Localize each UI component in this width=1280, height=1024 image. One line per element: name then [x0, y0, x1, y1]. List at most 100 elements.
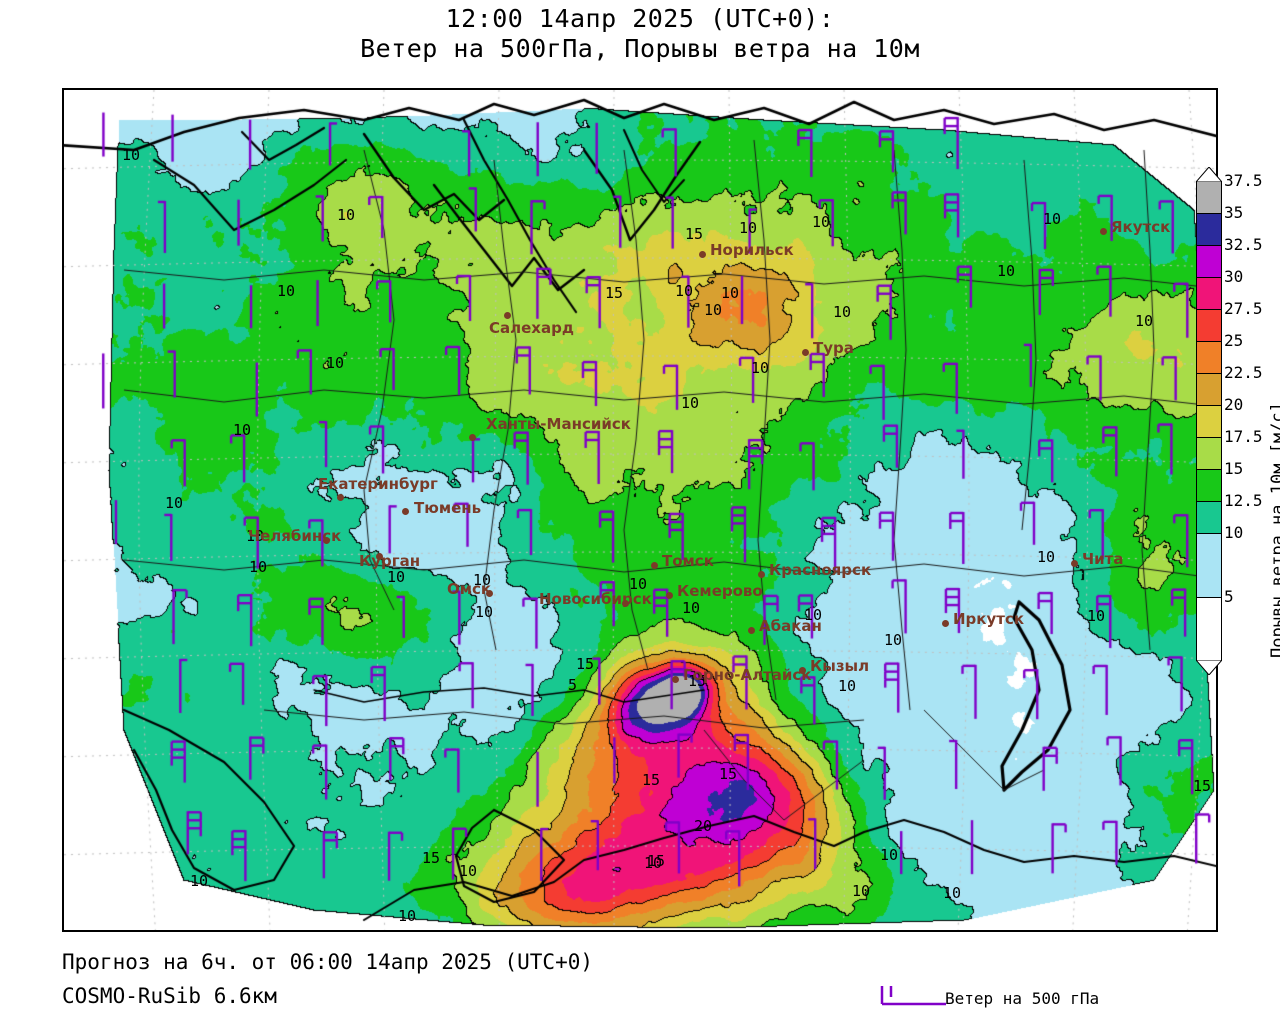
colorbar-band-10-12.5: [1196, 501, 1222, 533]
city-marker-dot: [622, 600, 629, 607]
contour-label: 10: [246, 527, 265, 545]
city-label: Челябинск: [248, 527, 342, 545]
map-frame[interactable]: 10 10 10 15 15 10 10 10 10 10 10 10 10 10 10 10 10 10 10 10…: [62, 88, 1218, 932]
contour-label: 10: [833, 303, 852, 321]
contour-label: 10: [675, 282, 694, 300]
city-marker-dot: [699, 251, 706, 258]
contour-label: 15: [642, 771, 661, 789]
contour-label: 10: [277, 282, 296, 300]
colorbar-tick-32.5: 32.5: [1224, 235, 1263, 254]
city-marker-dot: [504, 312, 511, 319]
city-label: Абакан: [759, 617, 822, 635]
colorbar-over-arrow: [1196, 167, 1222, 182]
city-label: Салехард: [489, 319, 574, 337]
contour-label: 10: [190, 872, 209, 890]
contour-label: 15: [719, 765, 738, 783]
contour-label: 15: [685, 225, 704, 243]
contour-label: 10: [1037, 548, 1056, 566]
city-marker-dot: [323, 537, 330, 544]
contour-label: 10: [681, 394, 700, 412]
city-marker-dot: [402, 508, 409, 515]
colorbar-band-25-27.5: [1196, 309, 1222, 341]
contour-label: 10: [398, 907, 417, 925]
contour-label: 10: [165, 494, 184, 512]
city-label: Кызыл: [810, 657, 870, 675]
colorbar-tick-30: 30: [1224, 267, 1244, 286]
colorbar-band-12.5-15: [1196, 469, 1222, 501]
contour-label: 10: [1087, 607, 1106, 625]
city-label: Иркутск: [953, 610, 1025, 628]
colorbar-tick-37.5: 37.5: [1224, 171, 1263, 190]
city-label: Кемерово: [677, 582, 763, 600]
contour-label: 10: [326, 354, 345, 372]
colorbar-tick-12.5: 12.5: [1224, 491, 1263, 510]
contour-label: 10: [337, 206, 356, 224]
weather-map-canvas[interactable]: [64, 90, 1216, 930]
city-marker-dot: [802, 349, 809, 356]
contour-label: 15: [576, 655, 595, 673]
contour-label: 10: [473, 571, 492, 589]
contour-label: 10: [682, 599, 701, 617]
colorbar: [1196, 181, 1222, 661]
city-label: Ханты-Мансийск: [486, 415, 631, 433]
colorbar-band-30-32.5: [1196, 245, 1222, 277]
city-marker-dot: [1100, 228, 1107, 235]
colorbar-band-35-37.5: [1196, 181, 1222, 213]
contour-label: 10: [804, 606, 823, 624]
contour-label: 10: [997, 262, 1016, 280]
contour-label: 10: [122, 146, 141, 164]
colorbar-tick-35: 35: [1224, 203, 1244, 222]
contour-label: 10: [884, 631, 903, 649]
colorbar-tick-25: 25: [1224, 331, 1244, 350]
contour-label: 10: [812, 213, 831, 231]
city-label: Норильск: [710, 241, 794, 259]
contour-label: 10: [1135, 312, 1154, 330]
city-marker-dot: [942, 620, 949, 627]
city-label: Якутск: [1111, 218, 1171, 236]
contour-label: 10: [704, 301, 723, 319]
city-marker-dot: [376, 553, 383, 560]
colorbar-band-15-17.5: [1196, 437, 1222, 469]
city-label: Новосибирск: [539, 590, 652, 608]
contour-label: 10: [751, 359, 770, 377]
contour-label: 15: [688, 672, 707, 690]
city-label: Красноярск: [769, 561, 872, 579]
footer-model-name: COSMO-RuSib 6.6км: [62, 984, 277, 1008]
colorbar-tick-15: 15: [1224, 459, 1244, 478]
contour-label: 10: [249, 558, 268, 576]
contour-label: 15: [1193, 777, 1212, 795]
contour-label: 10: [880, 846, 899, 864]
colorbar-band-27.5-30: [1196, 277, 1222, 309]
title-block: 12:00 14апр 2025 (UTC+0): Ветер на 500гП…: [0, 4, 1280, 64]
city-marker-dot: [758, 571, 765, 578]
colorbar-band-5-10: [1196, 533, 1222, 597]
city-label: Чита: [1082, 550, 1124, 568]
city-label: Горно-Алтайск: [683, 666, 812, 684]
contour-label: 10: [459, 862, 478, 880]
contour-label: 10: [852, 882, 871, 900]
city-marker-dot: [799, 667, 806, 674]
wind-barb-legend-icon: [880, 986, 946, 1006]
contour-label: 10: [1043, 210, 1062, 228]
city-label: Екатеринбург: [318, 475, 438, 493]
colorbar-band-22.5-25: [1196, 341, 1222, 373]
city-marker-dot: [666, 592, 673, 599]
colorbar-band-32.5-35: [1196, 213, 1222, 245]
contour-label: 10: [644, 854, 663, 872]
colorbar-tick-20: 20: [1224, 395, 1244, 414]
colorbar-tick-22.5: 22.5: [1224, 363, 1263, 382]
contour-label: 20: [694, 817, 713, 835]
wind-barb-legend-label: Ветер на 500 гПа: [945, 989, 1100, 1008]
footer-forecast-info: Прогноз на 6ч. от 06:00 14апр 2025 (UTC+…: [62, 950, 594, 974]
colorbar-tick-5: 5: [1224, 587, 1234, 606]
city-label: Тюмень: [414, 499, 482, 517]
city-label: Курган: [359, 552, 421, 570]
city-label: Омск: [447, 580, 492, 598]
colorbar-tick-27.5: 27.5: [1224, 299, 1263, 318]
city-marker-dot: [748, 627, 755, 634]
city-marker-dot: [651, 562, 658, 569]
title-product: Ветер на 500гПа, Порывы ветра на 10м: [360, 34, 920, 63]
city-marker-dot: [337, 494, 344, 501]
city-marker-dot: [672, 676, 679, 683]
contour-label: 5: [568, 676, 578, 694]
